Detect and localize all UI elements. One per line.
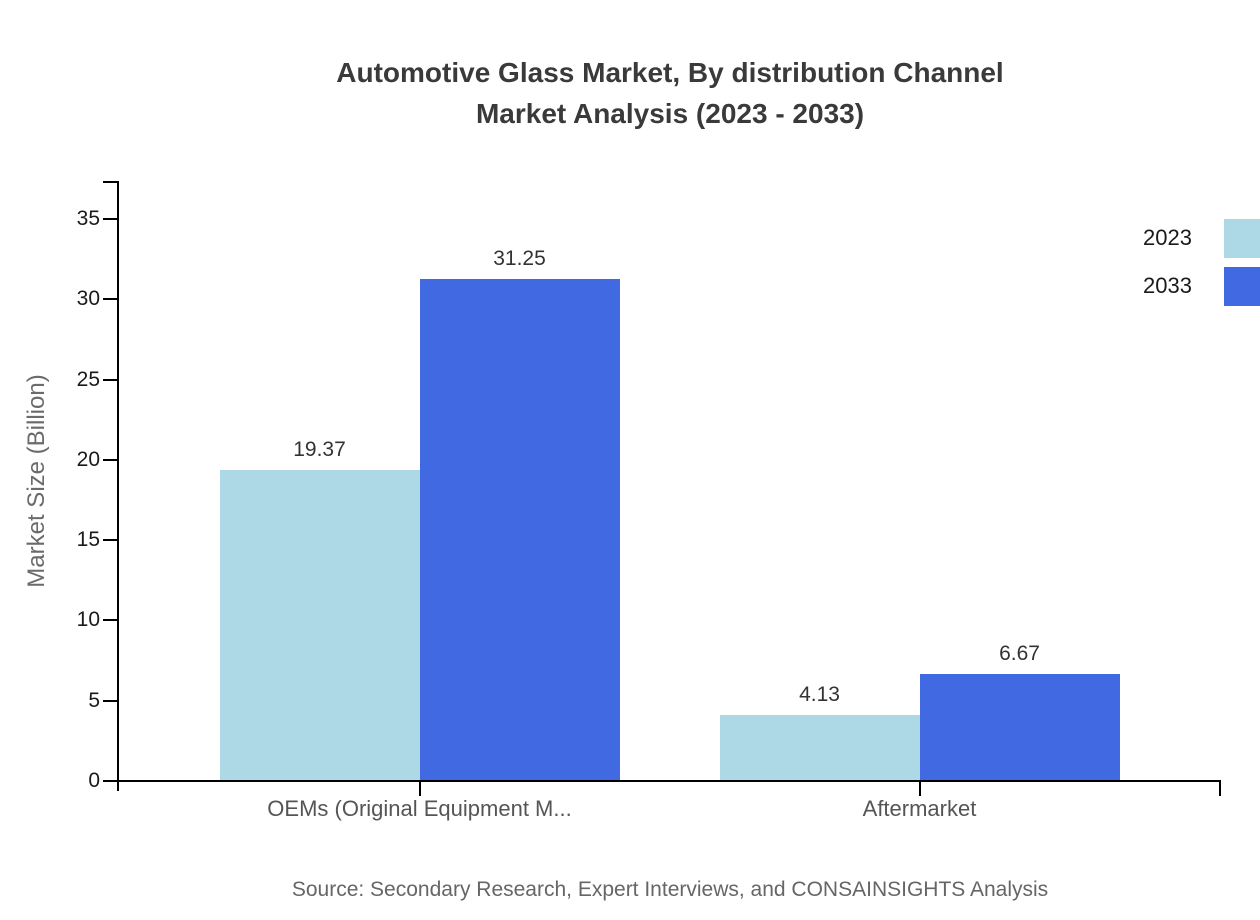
x-axis-tick — [418, 782, 421, 796]
y-axis-line — [117, 181, 119, 791]
x-axis-tick — [918, 782, 921, 796]
source-note: Source: Secondary Research, Expert Inter… — [291, 878, 1049, 901]
y-axis-tick — [103, 458, 117, 461]
legend-label-2033[interactable]: 2033 — [1143, 273, 1192, 298]
chart-title-line1: Automotive Glass Market, By distribution… — [336, 57, 1004, 88]
y-axis-tick-label: 10 — [76, 608, 100, 632]
y-axis-tick-label: 15 — [76, 528, 100, 552]
x-axis-category-label: OEMs (Original Equipment M... — [267, 796, 572, 821]
y-axis-tick-label: 5 — [88, 688, 100, 712]
y-axis-top-cap — [103, 181, 118, 183]
y-axis-tick-label: 0 — [88, 769, 100, 792]
y-axis-tick — [103, 539, 117, 542]
bar-value-label: 4.13 — [799, 682, 840, 706]
bar-2023-2[interactable] — [719, 714, 920, 781]
y-axis-tick — [103, 619, 117, 622]
y-axis-tick — [103, 378, 117, 381]
x-axis-category-label: Aftermarket — [862, 796, 977, 821]
bar-value-label: 6.67 — [999, 641, 1040, 665]
y-axis-tick-label: 25 — [76, 367, 100, 391]
legend-swatch-2023[interactable] — [1224, 219, 1260, 258]
y-axis-tick-label: 35 — [76, 207, 100, 230]
x-axis-right-cap — [1219, 782, 1221, 796]
y-axis-tick — [103, 298, 117, 301]
chart-title-line2: Market Analysis (2023 - 2033) — [475, 98, 865, 129]
bar-2023-1[interactable] — [219, 469, 420, 781]
y-axis-tick — [103, 218, 117, 220]
x-axis-line — [117, 780, 1221, 782]
bar-value-label: 19.37 — [293, 437, 346, 461]
bar-2033-2[interactable] — [919, 673, 1120, 781]
chart-title: Automotive Glass Market, By distribution… — [80, 52, 1260, 134]
legend-label-2023[interactable]: 2023 — [1143, 225, 1192, 250]
legend-swatch-2033[interactable] — [1224, 267, 1260, 306]
y-axis-tick-label: 20 — [76, 447, 100, 471]
y-axis-tick — [103, 780, 117, 782]
bar-value-label: 31.25 — [493, 247, 546, 271]
y-axis-title: Market Size (Billion) — [23, 374, 50, 588]
bar-2033-1[interactable] — [419, 279, 620, 781]
y-axis-tick-label: 30 — [76, 287, 100, 311]
y-axis-tick — [103, 699, 117, 702]
